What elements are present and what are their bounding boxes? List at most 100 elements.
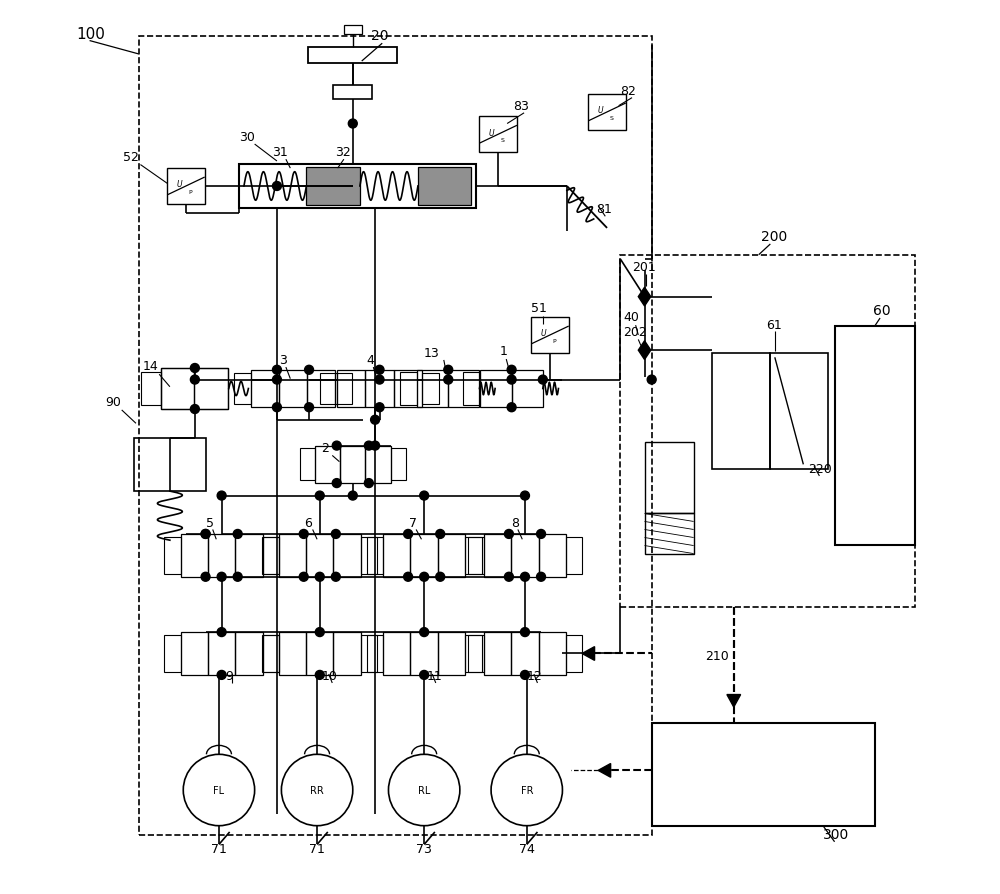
Circle shape — [332, 442, 341, 451]
Polygon shape — [638, 342, 651, 360]
Circle shape — [272, 375, 281, 384]
Circle shape — [404, 573, 413, 582]
Bar — [400, 372, 417, 406]
Bar — [315, 446, 340, 484]
Bar — [333, 535, 361, 578]
Text: 2: 2 — [322, 441, 329, 454]
Bar — [531, 317, 569, 353]
Bar — [344, 26, 362, 35]
Bar — [383, 535, 410, 578]
Text: S: S — [501, 139, 505, 143]
Bar — [468, 636, 484, 672]
Bar — [645, 514, 694, 554]
Bar — [139, 37, 652, 835]
Bar — [134, 438, 206, 492]
Bar — [279, 632, 306, 675]
Text: 12: 12 — [527, 670, 543, 682]
Circle shape — [375, 403, 384, 412]
Bar — [308, 47, 397, 63]
Bar — [479, 117, 517, 153]
Bar — [262, 636, 279, 672]
Circle shape — [315, 670, 324, 679]
Bar — [167, 169, 205, 205]
Bar — [835, 326, 915, 545]
Text: 10: 10 — [322, 670, 337, 682]
Bar — [645, 443, 694, 514]
Bar — [410, 632, 438, 675]
Circle shape — [371, 416, 380, 425]
Bar — [262, 537, 279, 574]
Text: 73: 73 — [416, 842, 432, 856]
Bar — [307, 370, 335, 408]
Bar — [161, 368, 228, 409]
Circle shape — [444, 375, 453, 384]
Circle shape — [364, 442, 373, 451]
Circle shape — [436, 530, 445, 539]
Text: P: P — [553, 339, 556, 344]
Text: 1: 1 — [500, 345, 508, 358]
Bar — [279, 535, 306, 578]
Bar — [465, 537, 482, 574]
Circle shape — [305, 366, 314, 375]
Text: 90: 90 — [106, 396, 122, 409]
Circle shape — [538, 375, 547, 384]
Text: 81: 81 — [596, 202, 612, 215]
Circle shape — [190, 405, 199, 414]
Text: U: U — [598, 106, 603, 115]
Bar — [383, 632, 410, 675]
Circle shape — [444, 366, 453, 375]
Bar — [620, 256, 915, 607]
Circle shape — [305, 403, 314, 412]
Circle shape — [647, 375, 656, 384]
Circle shape — [299, 530, 308, 539]
Text: 202: 202 — [623, 325, 647, 338]
Bar — [448, 370, 479, 408]
Bar — [333, 86, 372, 99]
Bar — [335, 373, 352, 405]
Text: 200: 200 — [761, 230, 787, 244]
Bar — [306, 168, 360, 206]
Bar — [418, 168, 471, 206]
Circle shape — [233, 573, 242, 582]
Bar — [712, 353, 770, 469]
Circle shape — [420, 670, 429, 679]
Polygon shape — [727, 695, 741, 707]
Circle shape — [217, 573, 226, 582]
Circle shape — [504, 530, 513, 539]
Circle shape — [315, 573, 324, 582]
Bar — [333, 632, 361, 675]
Text: U: U — [489, 129, 494, 138]
Bar — [438, 632, 465, 675]
Bar — [208, 535, 235, 578]
Bar — [410, 535, 438, 578]
Polygon shape — [598, 763, 611, 778]
Circle shape — [315, 492, 324, 501]
Text: FL: FL — [213, 785, 225, 795]
Text: 74: 74 — [519, 842, 535, 856]
Circle shape — [315, 628, 324, 637]
Bar — [164, 636, 181, 672]
Circle shape — [507, 375, 516, 384]
Bar — [320, 373, 337, 405]
Bar — [539, 632, 566, 675]
Text: 6: 6 — [304, 516, 312, 529]
Circle shape — [364, 479, 373, 488]
Bar — [512, 370, 543, 408]
Text: 31: 31 — [272, 146, 288, 159]
Text: U: U — [540, 329, 546, 338]
Text: 9: 9 — [225, 670, 233, 682]
Text: 300: 300 — [823, 827, 849, 841]
Bar — [361, 537, 377, 574]
Text: 60: 60 — [873, 304, 891, 317]
Circle shape — [332, 479, 341, 488]
Circle shape — [537, 573, 546, 582]
Text: RR: RR — [310, 785, 324, 795]
Bar — [438, 535, 465, 578]
Bar — [337, 370, 365, 408]
Bar — [235, 535, 263, 578]
Text: 83: 83 — [513, 100, 529, 113]
Text: 4: 4 — [366, 354, 374, 367]
Text: 30: 30 — [239, 131, 255, 144]
Circle shape — [331, 573, 340, 582]
Bar — [306, 632, 333, 675]
